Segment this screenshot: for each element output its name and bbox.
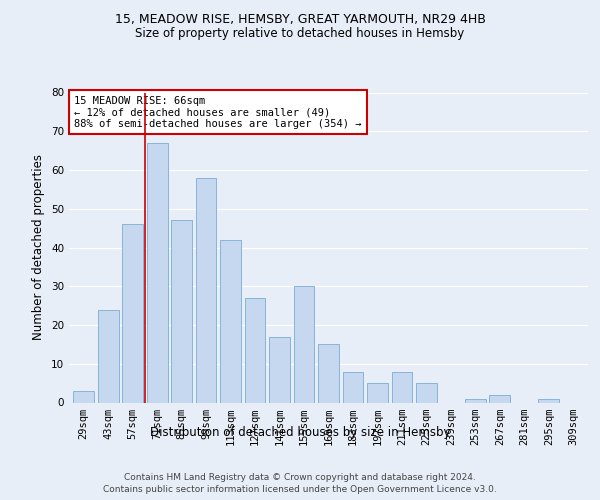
Text: Distribution of detached houses by size in Hemsby: Distribution of detached houses by size … xyxy=(150,426,450,439)
Bar xyxy=(318,344,339,403)
Bar xyxy=(293,286,314,403)
Y-axis label: Number of detached properties: Number of detached properties xyxy=(32,154,46,340)
Bar xyxy=(392,372,412,402)
Text: Size of property relative to detached houses in Hemsby: Size of property relative to detached ho… xyxy=(136,28,464,40)
Bar xyxy=(269,336,290,402)
Bar xyxy=(367,383,388,402)
Bar xyxy=(538,398,559,402)
Bar xyxy=(465,398,486,402)
Bar xyxy=(171,220,192,402)
Text: 15, MEADOW RISE, HEMSBY, GREAT YARMOUTH, NR29 4HB: 15, MEADOW RISE, HEMSBY, GREAT YARMOUTH,… xyxy=(115,12,485,26)
Bar xyxy=(220,240,241,402)
Bar xyxy=(490,395,510,402)
Bar xyxy=(122,224,143,402)
Bar xyxy=(343,372,364,402)
Text: Contains public sector information licensed under the Open Government Licence v3: Contains public sector information licen… xyxy=(103,485,497,494)
Text: Contains HM Land Registry data © Crown copyright and database right 2024.: Contains HM Land Registry data © Crown c… xyxy=(124,472,476,482)
Bar xyxy=(147,143,167,403)
Bar xyxy=(245,298,265,403)
Bar xyxy=(416,383,437,402)
Bar xyxy=(73,391,94,402)
Bar xyxy=(98,310,119,402)
Text: 15 MEADOW RISE: 66sqm
← 12% of detached houses are smaller (49)
88% of semi-deta: 15 MEADOW RISE: 66sqm ← 12% of detached … xyxy=(74,96,362,129)
Bar xyxy=(196,178,217,402)
